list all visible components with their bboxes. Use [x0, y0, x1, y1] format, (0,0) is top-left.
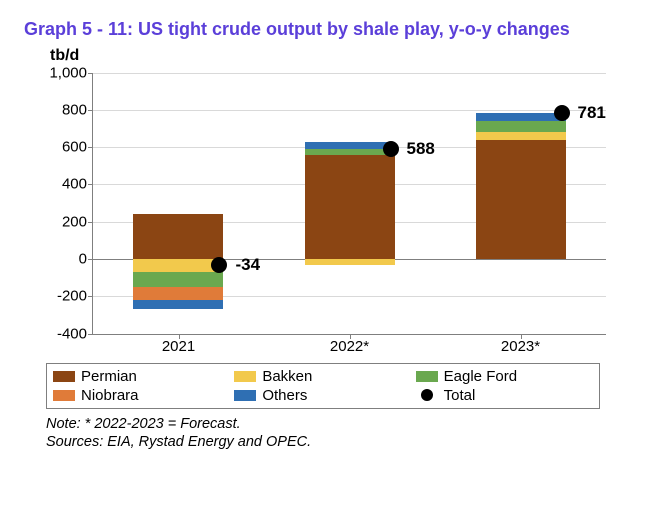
legend-swatch	[53, 371, 75, 382]
legend-label: Niobrara	[81, 387, 139, 404]
legend-marker-dot	[421, 389, 433, 401]
y-tick-label: 400	[62, 176, 87, 193]
chart-title: Graph 5 - 11: US tight crude output by s…	[24, 18, 622, 41]
legend-swatch	[234, 390, 256, 401]
data-label: 781	[578, 103, 606, 123]
y-tick	[88, 147, 93, 148]
legend-swatch	[416, 371, 438, 382]
y-tick-label: -400	[57, 325, 87, 342]
footnotes: Note: * 2022-2023 = Forecast. Sources: E…	[46, 415, 622, 451]
bar-segment-permian	[476, 140, 566, 259]
bar-segment-eagle-ford	[305, 149, 395, 155]
bar-segment-bakken	[305, 259, 395, 265]
bar-segment-eagle-ford	[133, 272, 223, 287]
y-tick	[88, 259, 93, 260]
bar-segment-eagle-ford	[476, 121, 566, 132]
x-tick-label: 2021	[162, 338, 195, 355]
y-tick-label: -200	[57, 288, 87, 305]
legend-item-eagle-ford: Eagle Ford	[416, 368, 593, 385]
total-marker	[383, 141, 399, 157]
y-tick	[88, 222, 93, 223]
y-tick-label: 200	[62, 213, 87, 230]
legend-item-permian: Permian	[53, 368, 230, 385]
legend-item-total: Total	[416, 387, 593, 404]
legend-item-bakken: Bakken	[234, 368, 411, 385]
x-tick-label: 2023*	[501, 338, 540, 355]
bar-segment-niobrara	[133, 287, 223, 300]
bar-segment-permian	[133, 214, 223, 259]
bar-segment-bakken	[476, 132, 566, 139]
y-tick	[88, 184, 93, 185]
legend: Permian Bakken Eagle Ford Niobrara Others Tot…	[46, 363, 600, 409]
bar-group	[133, 73, 223, 334]
bar-segment-bakken	[133, 259, 223, 272]
total-marker	[211, 257, 227, 273]
legend-label: Eagle Ford	[444, 368, 517, 385]
bar-group	[476, 73, 566, 334]
legend-swatch	[53, 390, 75, 401]
data-label: -34	[236, 255, 261, 275]
legend-label: Permian	[81, 368, 137, 385]
legend-item-others: Others	[234, 387, 411, 404]
bar-group	[305, 73, 395, 334]
bar-segment-others	[133, 300, 223, 309]
chart-area: -400 -200 0 200 400 600 800 1,000 2021 -34 2022* 58…	[34, 67, 612, 357]
bar-segment-permian	[305, 155, 395, 259]
legend-label: Bakken	[262, 368, 312, 385]
y-tick	[88, 110, 93, 111]
y-tick	[88, 334, 93, 335]
chart-page: Graph 5 - 11: US tight crude output by s…	[0, 0, 646, 514]
legend-label: Others	[262, 387, 307, 404]
legend-label: Total	[444, 387, 476, 404]
bar-segment-others	[476, 113, 566, 121]
plot-area: -400-20002004006008001,0002021-342022*58…	[92, 73, 606, 335]
legend-item-niobrara: Niobrara	[53, 387, 230, 404]
footnote-sources: Sources: EIA, Rystad Energy and OPEC.	[46, 433, 622, 451]
y-tick-label: 0	[79, 250, 87, 267]
legend-swatch	[234, 371, 256, 382]
footnote-note: Note: * 2022-2023 = Forecast.	[46, 415, 622, 433]
y-tick-label: 600	[62, 139, 87, 156]
data-label: 588	[407, 139, 435, 159]
bar-segment-others	[305, 142, 395, 149]
total-marker	[554, 105, 570, 121]
x-tick-label: 2022*	[330, 338, 369, 355]
y-tick-label: 800	[62, 101, 87, 118]
y-tick-label: 1,000	[49, 64, 87, 81]
y-tick	[88, 296, 93, 297]
y-tick	[88, 73, 93, 74]
y-axis-title: tb/d	[50, 47, 622, 65]
